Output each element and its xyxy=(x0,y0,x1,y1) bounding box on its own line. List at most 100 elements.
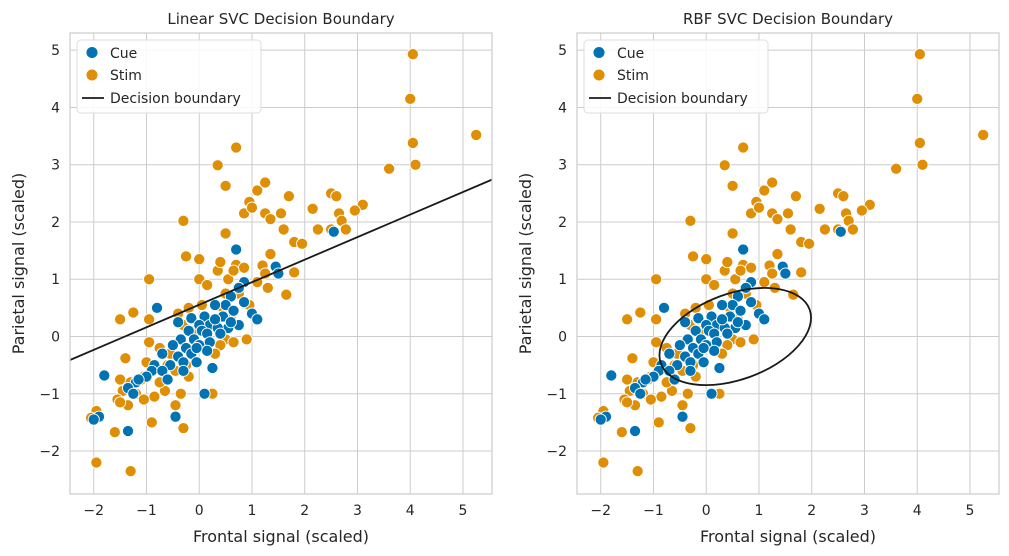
x-tick-label: 2 xyxy=(300,503,309,519)
stim-point xyxy=(158,384,171,397)
cue-point xyxy=(224,316,237,329)
cue-point xyxy=(172,316,185,329)
cue-point xyxy=(166,339,179,352)
stim-point xyxy=(219,179,232,192)
cue-point xyxy=(697,341,710,355)
stim-point xyxy=(818,223,831,236)
y-tick-label: 4 xyxy=(51,100,60,116)
stim-point xyxy=(114,373,127,386)
stim-point xyxy=(201,278,214,292)
cue-point xyxy=(731,316,744,329)
stim-point xyxy=(148,390,161,403)
stim-point xyxy=(277,223,290,236)
cue-point xyxy=(716,298,729,312)
legend-cue-marker xyxy=(85,46,99,59)
chart-title: RBF SVC Decision Boundary xyxy=(683,10,893,28)
stim-point xyxy=(124,465,137,478)
cue-point xyxy=(716,313,729,326)
stim-point xyxy=(726,179,739,192)
stim-point xyxy=(238,261,251,274)
x-axis-label: Frontal signal (scaled) xyxy=(700,527,876,546)
cue-point xyxy=(214,327,227,340)
stim-point xyxy=(214,256,227,269)
cue-point xyxy=(185,312,198,325)
stim-point xyxy=(644,393,657,406)
stim-point xyxy=(288,266,301,279)
legend-stim-marker xyxy=(85,68,99,82)
legend-cue-label: Cue xyxy=(110,46,137,62)
cue-point xyxy=(182,324,195,337)
y-tick-label: 3 xyxy=(51,158,60,174)
cue-point xyxy=(190,341,203,355)
stim-point xyxy=(890,162,903,175)
cue-point xyxy=(150,301,164,314)
stim-point xyxy=(652,416,665,429)
cue-point xyxy=(238,296,251,309)
stim-point xyxy=(916,158,929,171)
stim-point xyxy=(245,201,259,214)
cue-point xyxy=(684,364,697,377)
cue-point xyxy=(689,324,702,337)
legend-cue-label: Cue xyxy=(617,46,644,62)
stim-point xyxy=(781,207,795,220)
cue-point xyxy=(679,316,692,329)
stim-point xyxy=(193,253,206,266)
stim-point xyxy=(911,92,924,105)
cue-point xyxy=(161,373,174,386)
cue-point xyxy=(206,361,219,375)
stim-point xyxy=(406,48,419,61)
stim-point xyxy=(143,273,156,286)
stim-point xyxy=(406,136,419,150)
cue-point xyxy=(251,313,264,326)
stim-point xyxy=(813,202,826,215)
x-tick-label: 5 xyxy=(966,503,975,519)
stim-point xyxy=(708,278,721,292)
stim-point xyxy=(274,207,288,220)
x-tick-label: 0 xyxy=(702,503,711,519)
stim-point xyxy=(621,396,634,409)
legend-cue-marker xyxy=(592,46,606,59)
stim-point xyxy=(114,313,127,326)
stim-point xyxy=(718,159,731,172)
cue-point xyxy=(697,356,710,369)
stim-point xyxy=(119,352,132,365)
stim-point xyxy=(108,426,121,439)
stim-point xyxy=(650,313,663,326)
legend-stim-marker xyxy=(592,68,606,82)
stim-point xyxy=(251,184,264,197)
stim-point xyxy=(837,190,850,203)
stim-point xyxy=(470,128,483,141)
stim-point xyxy=(383,162,396,175)
stim-point xyxy=(626,352,639,365)
cue-point xyxy=(639,373,652,386)
stim-point xyxy=(230,141,243,154)
stim-point xyxy=(681,387,694,400)
legend-box xyxy=(76,39,262,114)
cue-point xyxy=(605,369,618,382)
stim-point xyxy=(177,422,190,435)
stim-point xyxy=(409,158,422,171)
stim-point xyxy=(330,190,343,203)
stim-point xyxy=(977,128,990,141)
cue-point xyxy=(834,225,847,238)
stim-point xyxy=(734,336,747,349)
legend-box xyxy=(583,39,769,114)
y-tick-label: −2 xyxy=(546,444,567,460)
y-tick-label: 1 xyxy=(51,272,60,288)
stim-point xyxy=(855,204,868,217)
y-tick-label: 0 xyxy=(51,330,60,346)
cue-point xyxy=(230,243,243,256)
decision-boundary-line xyxy=(70,178,492,361)
stim-point xyxy=(737,141,750,154)
stim-point xyxy=(296,237,309,250)
cue-point xyxy=(634,387,647,400)
stim-point xyxy=(90,456,103,469)
x-tick-label: −2 xyxy=(83,503,104,519)
cue-point xyxy=(156,364,169,377)
stim-point xyxy=(597,456,610,469)
stim-point xyxy=(280,288,293,301)
linear-svc-panel: −2 −1 0 1 2 3 4 5 −2 −1 0 1 2 3 4 5 Linear SVC Decision … xyxy=(9,10,493,546)
cue-point xyxy=(190,356,203,369)
stim-point xyxy=(913,136,926,150)
x-tick-label: 5 xyxy=(459,503,468,519)
